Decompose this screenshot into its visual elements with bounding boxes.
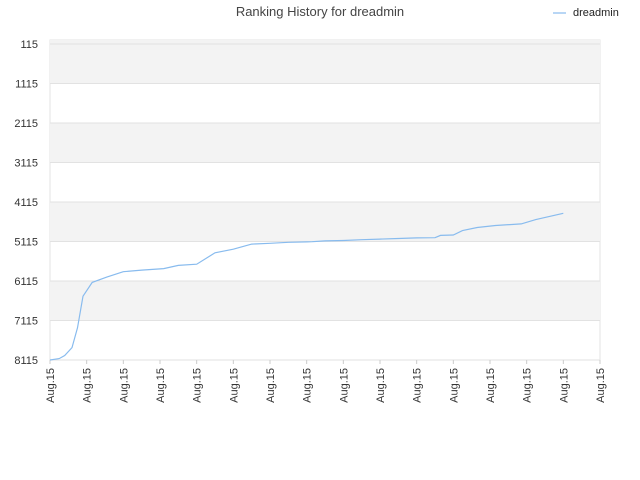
x-tick-label: Aug.15 [412, 368, 424, 403]
y-tick-label: 6115 [14, 276, 38, 288]
plot-grid [49, 39, 601, 361]
x-tick-label: Aug.15 [82, 368, 94, 403]
y-tick-label: 8115 [14, 355, 38, 367]
grid-band [50, 123, 600, 163]
grid-band [50, 202, 600, 242]
x-tick-label: Aug.15 [228, 368, 240, 403]
x-tick-label: Aug.15 [265, 368, 277, 403]
x-tick-label: Aug.15 [45, 368, 57, 403]
x-axis: Aug.15 Aug.15 Aug.15 Aug.15 Aug.15 Aug.15 Aug.… [45, 360, 607, 403]
x-tick-label: Aug.15 [338, 368, 350, 403]
grid-band [50, 281, 600, 321]
series-group [49, 212, 564, 361]
y-tick-label: 7115 [14, 316, 38, 328]
x-tick-label: Aug.15 [192, 368, 204, 403]
x-tick-label: Aug.15 [302, 368, 314, 403]
x-tick-label: Aug.15 [485, 368, 497, 403]
y-tick-label: 5115 [14, 237, 38, 249]
y-axis: 115 1115 2115 3115 4115 5115 6115 7115 8115 [14, 39, 38, 367]
series-line-dreadmin [49, 212, 564, 361]
y-tick-label: 1115 [15, 79, 38, 91]
x-tick-label: Aug.15 [448, 368, 460, 403]
legend: dreadmin [553, 7, 619, 19]
grid-band [50, 40, 600, 84]
legend-label: dreadmin [573, 7, 619, 19]
y-tick-label: 3115 [14, 158, 38, 170]
y-tick-label: 4115 [14, 197, 38, 209]
x-tick-label: Aug.15 [375, 368, 387, 403]
y-tick-label: 115 [20, 39, 38, 51]
chart-title: Ranking History for dreadmin [236, 4, 404, 19]
y-tick-label: 2115 [14, 118, 38, 130]
x-tick-label: Aug.15 [155, 368, 167, 403]
x-tick-label: Aug.15 [558, 368, 570, 403]
x-tick-label: Aug.15 [118, 368, 130, 403]
x-tick-label: Aug.15 [522, 368, 534, 403]
x-tick-label: Aug.15 [595, 368, 607, 403]
